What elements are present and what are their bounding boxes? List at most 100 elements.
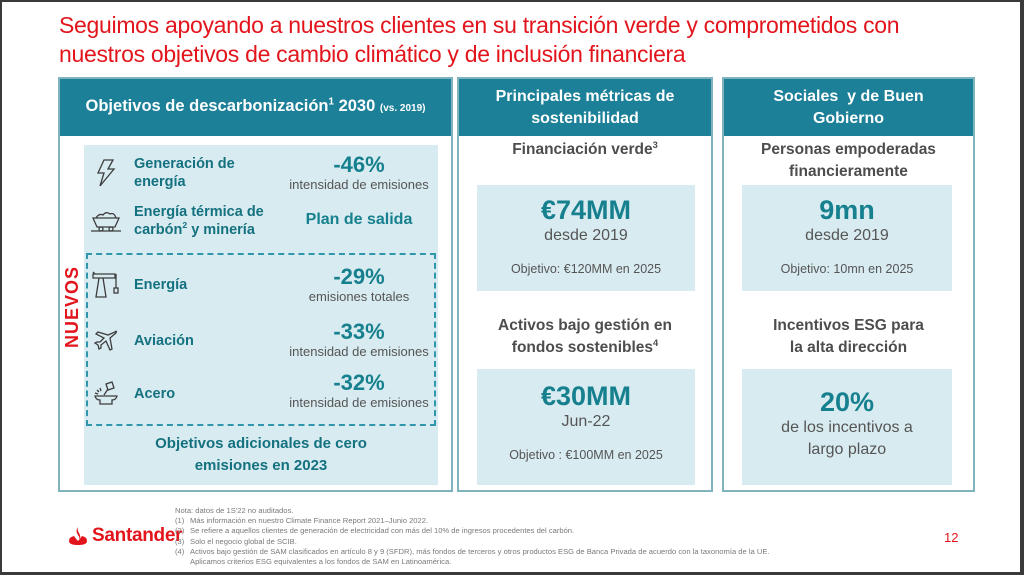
footnote-text: Se refiere a aquellos clientes de genera… — [190, 526, 575, 536]
metric-sub: largo plazo — [807, 441, 887, 458]
social-governance-header: Sociales y de Buen Gobierno — [724, 79, 973, 136]
footnote-ref: 3 — [652, 139, 658, 150]
footnote: (4) Activos bajo gestión de SAM clasifica… — [175, 547, 770, 557]
metric-title-text: Incentivos ESG para — [773, 317, 924, 334]
footnote-text: Activos bajo gestión de SAM clasificados… — [190, 546, 770, 556]
decarbonization-panel: Objetivos de descarbonización1 2030 (vs.… — [58, 77, 453, 492]
metric-value: €30MM — [540, 381, 632, 411]
brand-name: Santander — [92, 525, 183, 546]
target-label: Aviación — [134, 333, 194, 349]
target-desc: emisiones totales — [308, 289, 410, 304]
header-text: Objetivos de descarbonización — [85, 97, 329, 115]
header-line: Principales métricas de — [495, 87, 675, 105]
target-percent: -46% — [333, 152, 385, 177]
metric-card-green-finance: €74MM desde 2019 Objetivo: €120MM en 202… — [477, 185, 695, 291]
target-row-oil-gas: Energía — [88, 267, 187, 303]
steel-anvil-icon — [88, 380, 124, 408]
target-value-coal: Plan de salida — [274, 211, 444, 229]
target-label: carbón — [134, 222, 183, 238]
title-line-2: nuestros objetivos de cambio climático y… — [59, 41, 686, 67]
lightning-icon — [88, 158, 124, 188]
footnote-intro: Nota: datos de 1S'22 no auditados. — [175, 506, 294, 515]
target-row-aviation: Aviación — [88, 323, 194, 359]
slide-title: Seguimos apoyando a nuestros clientes en… — [59, 11, 959, 69]
metric-value: 9mn — [819, 195, 875, 225]
footnote-number: (4) — [175, 546, 185, 556]
footnote: Aplicamos criterios ESG equivalentes a l… — [175, 557, 770, 567]
santander-logo: Santander — [68, 525, 183, 547]
target-label: Acero — [134, 386, 176, 402]
flame-icon — [69, 527, 87, 545]
target-value-oil-gas: -29% emisiones totales — [274, 265, 444, 305]
metric-title-green-finance: Financiación verde3 — [459, 139, 711, 161]
sustainability-header: Principales métricas de sostenibilidad — [459, 79, 711, 136]
metric-sub: desde 2019 — [805, 227, 889, 244]
mine-cart-icon — [88, 208, 124, 234]
target-label: energía — [134, 174, 186, 190]
footnote-number — [175, 557, 190, 567]
footnote: (3) Solo el negocio global de SCIB. — [175, 537, 770, 547]
metric-sub: desde 2019 — [544, 227, 628, 244]
target-row-power: Generación de energía — [88, 151, 235, 195]
airplane-icon — [88, 329, 124, 353]
metric-sub: de los incentivos a — [781, 419, 913, 436]
metric-value: €74MM — [540, 195, 632, 225]
metric-title-text: Activos bajo gestión en — [498, 317, 672, 334]
metric-goal: Objetivo: €120MM en 2025 — [510, 262, 662, 276]
target-percent: -32% — [333, 370, 385, 395]
targets-box: Generación de energía -46% intensidad de… — [62, 145, 438, 485]
header-year: 2030 — [334, 97, 380, 115]
footnote-number: (2) — [175, 526, 185, 536]
footnote-number: (3) — [175, 536, 185, 546]
target-row-steel: Acero — [88, 376, 175, 412]
footnote-text: Más información en nuestro Climate Finan… — [190, 516, 429, 526]
target-desc: intensidad de emisiones — [289, 177, 429, 192]
metric-card-esg-incentives: 20% de los incentivos a largo plazo — [742, 369, 952, 485]
footnote-ref: 2 — [182, 220, 188, 231]
target-value-power: -46% intensidad de emisiones — [274, 153, 444, 193]
footnotes: Nota: datos de 1S'22 no auditados. (1) Má… — [175, 506, 770, 567]
target-row-coal: Energía térmica de carbón2 y minería — [88, 201, 264, 241]
social-governance-panel: Sociales y de Buen Gobierno Personas emp… — [722, 77, 975, 492]
target-label: y minería — [187, 222, 255, 238]
footnote-text: Aplicamos criterios ESG equivalentes a l… — [190, 557, 452, 567]
metric-goal: Objetivo : €100MM en 2025 — [509, 448, 663, 462]
new-label: NUEVOS — [62, 265, 82, 348]
target-value-aviation: -33% intensidad de emisiones — [274, 320, 444, 360]
metric-card-aum: €30MM Jun-22 Objetivo : €100MM en 2025 — [477, 369, 695, 485]
oil-pump-icon — [88, 270, 124, 300]
metric-title-text: Personas empoderadas — [761, 141, 936, 158]
target-label: Energía térmica de — [134, 204, 264, 220]
page-number: 12 — [944, 530, 959, 545]
exit-plan-text: Plan de salida — [305, 211, 413, 228]
metric-title-esg-incentives: Incentivos ESG para la alta dirección — [724, 315, 973, 359]
footer-line: Objetivos adicionales de cero — [155, 435, 367, 452]
target-percent: -29% — [333, 264, 385, 289]
metric-value: 20% — [819, 387, 875, 417]
metric-card-empowered: 9mn desde 2019 Objetivo: 10mn en 2025 — [742, 185, 952, 291]
metric-goal: Objetivo: 10mn en 2025 — [780, 262, 914, 276]
header-line: Gobierno — [812, 109, 885, 127]
title-line-1: Seguimos apoyando a nuestros clientes en… — [59, 12, 900, 38]
metric-sub: Jun-22 — [561, 413, 611, 430]
additional-targets-note: Objetivos adicionales de cero emisiones … — [84, 433, 438, 477]
decarbonization-header: Objetivos de descarbonización1 2030 (vs.… — [60, 79, 451, 136]
sustainability-panel: Principales métricas de sostenibilidad F… — [457, 77, 713, 492]
footnote-ref: 1 — [328, 96, 335, 108]
metric-title-text: la alta dirección — [789, 339, 908, 356]
footnote: (2) Se refiere a aquellos clientes de gen… — [175, 526, 770, 536]
footer-line: emisiones en 2023 — [194, 457, 328, 474]
footnote-text: Solo el negocio global de SCIB. — [190, 536, 297, 546]
metric-title-empowered: Personas empoderadas financieramente — [724, 139, 973, 183]
new-targets-frame — [86, 253, 436, 426]
header-baseline: (vs. 2019) — [379, 103, 426, 114]
target-value-steel: -32% intensidad de emisiones — [274, 371, 444, 411]
target-desc: intensidad de emisiones — [289, 344, 429, 359]
footnote: (1) Más información en nuestro Climate Fi… — [175, 516, 770, 526]
metric-title-aum: Activos bajo gestión en fondos sostenibl… — [459, 315, 711, 359]
header-line: Sociales y de Buen — [773, 87, 924, 105]
metric-title-text: Financiación verde — [512, 141, 653, 158]
metric-title-text: fondos sostenibles — [511, 339, 654, 356]
header-line: sostenibilidad — [531, 109, 639, 127]
